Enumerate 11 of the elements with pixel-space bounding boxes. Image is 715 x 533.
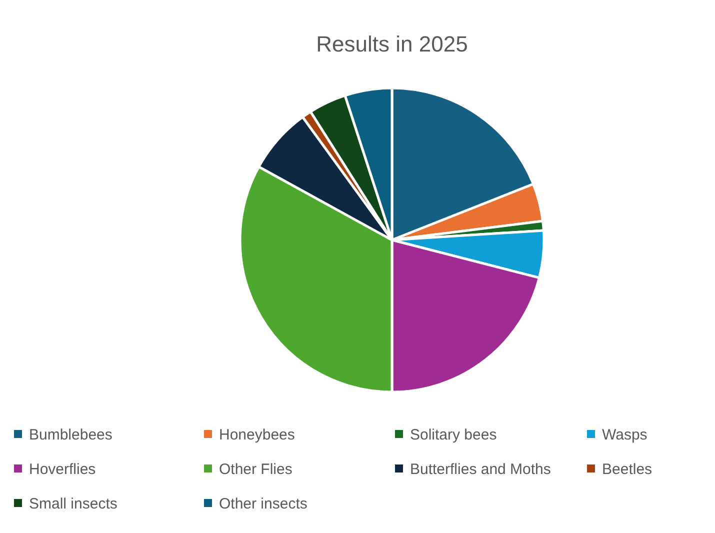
legend-label: Butterflies and Moths	[410, 460, 551, 478]
legend-label: Other Flies	[219, 460, 292, 478]
legend-label: Solitary bees	[410, 426, 497, 444]
legend-label: Bumblebees	[29, 426, 112, 444]
legend-label: Other insects	[219, 495, 308, 512]
legend-label: Honeybees	[219, 426, 295, 444]
legend-label: Small insects	[29, 495, 118, 512]
legend-label: Beetles	[602, 460, 652, 478]
chart-title: Results in 2025	[316, 32, 468, 57]
legend-label: Hoverflies	[29, 460, 96, 478]
legend-label: Wasps	[602, 426, 648, 444]
